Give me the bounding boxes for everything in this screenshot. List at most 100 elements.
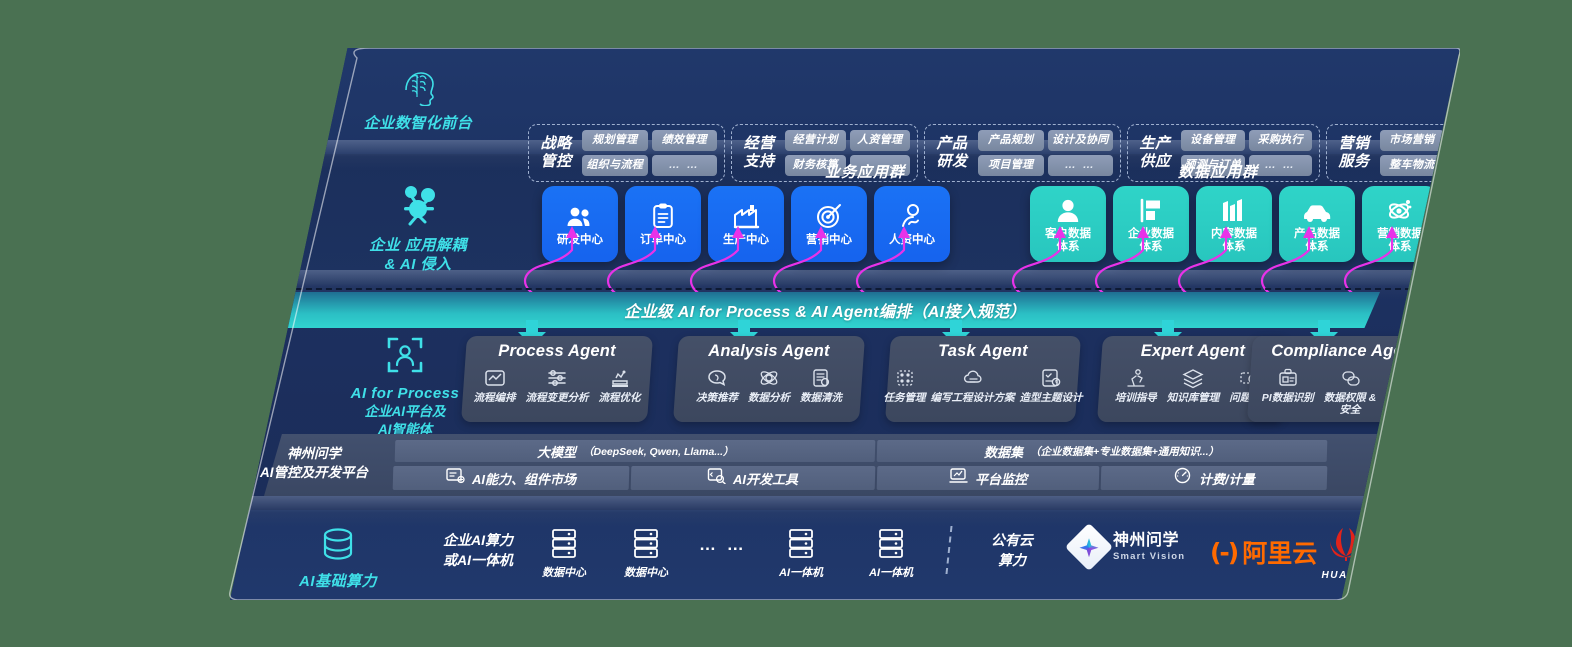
domain-cell[interactable]: 规划管理 [582,130,648,151]
server-rack-icon [634,529,658,558]
market-window-icon [446,467,465,489]
domain-cell[interactable]: 采购执行 [1248,130,1312,151]
data-card-label-l2: 体系 [1305,240,1329,253]
data-card-label-l2: 体系 [1388,240,1412,253]
agent-feature[interactable]: 流程编排 [474,367,516,404]
domain-cell[interactable]: 客户关系 [1447,130,1460,151]
domain-cell[interactable]: 产品规划 [978,130,1044,151]
factory-icon [733,201,760,229]
app-card-label: 生产中心 [723,234,769,246]
agent-card-process[interactable]: Process Agent 流程编排 流程变更分析 [460,336,654,422]
agent-feature[interactable]: 培训指导 [1115,367,1157,404]
app-card-marketing-center[interactable]: 营销中心 [791,186,867,262]
agent-feature[interactable]: 决策推荐 [696,367,738,404]
gauge-icon [1173,467,1192,489]
atom-analysis-icon [758,367,780,389]
agent-feature-label: 培训指导 [1114,392,1157,404]
domain-group-product-rnd[interactable]: 产品 研发 产品规划 设计及协同 项目管理 … … [924,124,1121,182]
agent-feature[interactable]: 知识库管理 [1167,367,1219,404]
agent-card-analysis[interactable]: Analysis Agent 决策推荐 数据分析 [672,336,866,422]
agent-feature[interactable]: 流程变更分析 [526,367,589,404]
platform-tile-ai-devtools[interactable]: AI开发工具 [630,466,876,490]
optimize-icon [609,367,631,389]
ai-banner-label: 企业级 AI for Process & AI Agent编排（AI接入规范） [624,304,1026,321]
agent-feature[interactable]: 合规预警 [1386,367,1428,416]
domain-cell-more[interactable]: … … [1447,155,1460,176]
agent-card-task[interactable]: Task Agent 任务管理 编写工程设计方案 [884,336,1083,422]
domain-cell[interactable]: 经营计划 [785,130,846,151]
agent-feature[interactable]: 任务管理 [884,367,926,404]
platform-tile-label: 平台监控 [974,471,1027,487]
ai-orchestration-banner[interactable]: 企业级 AI for Process & AI Agent编排（AI接入规范） [270,292,1380,328]
agent-feature-label: 流程变更分析 [525,392,589,404]
infra-node-ai-appliance-1[interactable]: AI一体机 [765,528,837,580]
server-rack-icon [552,529,576,558]
agent-feature[interactable]: 流程优化 [599,367,641,404]
data-card-product[interactable]: 产品数据 体系 [1279,186,1355,262]
content-bars-icon [1221,195,1247,223]
data-card-marketing[interactable]: 营销数据 体系 [1362,186,1438,262]
data-card-content[interactable]: 内容数据 体系 [1196,186,1272,262]
data-card-customer[interactable]: 客户数据 体系 [1030,186,1106,262]
platform-tile-monitor[interactable]: 平台监控 [876,466,1100,490]
domain-cell[interactable]: 绩效管理 [651,130,717,151]
app-card-hr-center[interactable]: 人资中心 [874,186,950,262]
platform-llm-row[interactable]: 大模型 （DeepSeek, Qwen, Llama...） [394,440,876,462]
platform-tile-label: 计费/计量 [1199,471,1255,487]
logo-aliyun[interactable]: (-) 阿里云 [1210,534,1317,570]
agent-feature[interactable]: PI数据识别 [1262,367,1314,416]
domain-cell-more[interactable]: … … [651,155,717,176]
huawei-text: HUAWEI [1321,570,1371,581]
platform-dataset-row[interactable]: 数据集 （企业数据集+专业数据集+通用知识...） [876,440,1328,462]
infra-node-datacenter-2[interactable]: 数据中心 [610,528,682,580]
logo-huawei[interactable]: HUAWEI [1306,526,1386,581]
domain-group-title: 生产 供应 [1139,135,1171,170]
data-clean-icon [810,367,832,389]
agent-feature-label: 流程编排 [473,392,516,404]
infra-ellipsis: … … [699,535,747,554]
domain-cell[interactable]: 市场营销 [1380,130,1444,151]
domain-cell-more[interactable]: … … [1248,155,1312,176]
agent-feature[interactable]: 数据分析 [748,367,790,404]
platform-tile-billing[interactable]: 计费/计量 [1100,466,1328,490]
smart-vision-en: Smart Vision [1113,550,1186,562]
platform-tile-label: AI能力、组件市场 [471,471,576,487]
agent-feature-label: 流程优化 [598,392,641,404]
app-card-rnd-center[interactable]: 研发中心 [542,186,618,262]
car-icon [1302,195,1332,223]
data-card-label-l1: 营销数据 [1377,227,1423,240]
devtool-icon [707,467,727,489]
app-card-production-center[interactable]: 生产中心 [708,186,784,262]
app-card-order-center[interactable]: 订单中心 [625,186,701,262]
domain-cell[interactable]: 设备管理 [1181,130,1245,151]
infra-node-ai-appliance-2[interactable]: AI一体机 [855,528,927,580]
domain-cell[interactable]: 组织与流程 [582,155,648,176]
layers-icon [1182,367,1204,389]
domain-group-strategy[interactable]: 战略 管控 规划管理 绩效管理 组织与流程 … … [528,124,725,182]
infra-enterprise-compute: 企业AI算力 或AI一体机 [408,530,548,570]
domain-cell[interactable]: 项目管理 [978,155,1044,176]
data-card-enterprise[interactable]: 企业数据 体系 [1113,186,1189,262]
user-avatar-icon [1056,195,1080,223]
logo-smart-vision[interactable]: 神州问学 Smart Vision [1064,522,1186,572]
domain-cell-more[interactable]: … … [1047,155,1113,176]
platform-tile-ai-capability[interactable]: AI能力、组件市场 [392,466,630,490]
agent-feature[interactable]: 数据权限 & 安全 [1324,367,1376,416]
target-icon [816,201,842,229]
agent-feature[interactable]: 编写工程设计方案 [931,367,1015,404]
group-title-business: 业务应用群 [825,164,906,181]
infra-node-datacenter-1[interactable]: 数据中心 [528,528,600,580]
platform-tile-label: AI开发工具 [733,471,799,487]
domain-cell[interactable]: 人资管理 [849,130,910,151]
rail-label-app-decoupling-2: & AI 侵入 [384,256,452,273]
agent-feature[interactable]: 数据清洗 [800,367,842,404]
infra-public-cloud: 公有云 算力 [962,530,1062,570]
platform-dataset-label: 数据集 [984,444,1024,460]
platform-dataset-sub: （企业数据集+专业数据集+通用知识...） [1030,445,1220,458]
domain-cell[interactable]: 设计及协同 [1047,130,1113,151]
agent-feature[interactable]: 造型主题设计 [1020,367,1083,404]
agent-card-compliance[interactable]: Compliance Agent PI数据识别 数据权限 & 安全 [1246,336,1444,422]
domain-cell[interactable]: 整车物流 [1380,155,1444,176]
agent-feature-label: 编写工程设计方案 [930,392,1015,404]
